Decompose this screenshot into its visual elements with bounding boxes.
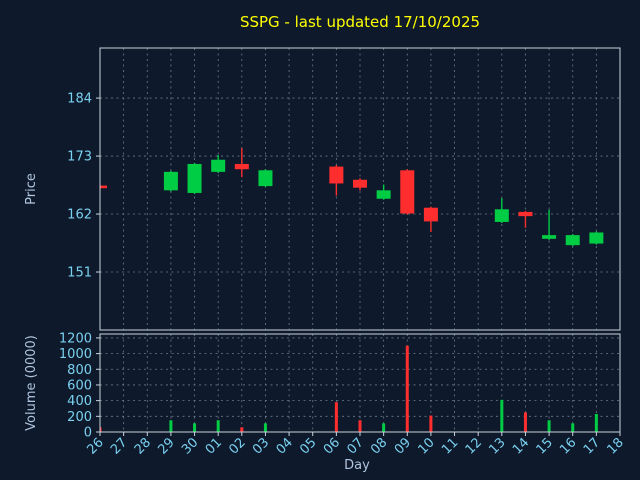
volume-bar: [523, 412, 527, 432]
volume-tick-label: 0: [84, 426, 92, 441]
x-tick-label: 09: [392, 435, 414, 457]
candle-body: [494, 209, 509, 222]
volume-bar: [169, 420, 173, 432]
volume-bar: [334, 402, 338, 432]
x-tick-label: 17: [581, 435, 603, 457]
x-tick-label: 29: [155, 435, 177, 457]
volume-tick-label: 800: [67, 363, 92, 378]
price-tick-label: 162: [67, 208, 92, 223]
x-tick-label: 07: [345, 435, 367, 457]
x-tick-label: 06: [321, 435, 343, 457]
volume-tick-label: 1200: [59, 331, 92, 346]
x-tick-label: 05: [297, 435, 319, 457]
volume-axis-label: Volume (0000): [24, 335, 39, 431]
x-tick-label: 10: [415, 435, 437, 457]
candle-body: [400, 170, 415, 214]
x-tick-label: 12: [463, 435, 485, 457]
volume-tick-label: 400: [67, 394, 92, 409]
volume-tick-label: 200: [67, 410, 92, 425]
volume-bar: [216, 420, 220, 432]
candle-body: [211, 159, 226, 172]
candle-body: [163, 171, 178, 191]
price-panel-border: [99, 47, 621, 331]
volume-bar: [405, 345, 409, 432]
x-tick-label: 02: [226, 435, 248, 457]
x-tick-label: 13: [486, 435, 508, 457]
candle-body: [565, 235, 580, 246]
x-tick-label: 01: [203, 435, 225, 457]
volume-tick-label: 1000: [59, 347, 92, 362]
x-tick-label: 11: [439, 435, 461, 457]
candle-body: [329, 166, 344, 184]
x-tick-label: 16: [557, 435, 579, 457]
candle-body: [187, 163, 202, 193]
volume-bar: [100, 427, 102, 432]
volume-bar: [263, 423, 267, 432]
x-tick-label: 08: [368, 435, 390, 457]
candle-body: [234, 163, 249, 170]
volume-tick-label: 600: [67, 378, 92, 393]
candle-body: [258, 170, 273, 187]
volume-bar: [358, 420, 362, 432]
price-tick-label: 151: [67, 266, 92, 281]
candle-series: [100, 148, 604, 247]
volume-bar: [193, 423, 197, 432]
x-tick-label: 03: [250, 435, 272, 457]
candle-body: [376, 190, 391, 199]
volume-bar: [547, 420, 551, 432]
x-tick-label: 04: [274, 435, 296, 457]
candle-body: [518, 211, 533, 217]
candle-body: [423, 207, 438, 222]
price-tick-label: 184: [67, 92, 92, 107]
volume-series: [100, 345, 598, 432]
candle-body: [589, 232, 604, 244]
x-tick-label: 15: [534, 435, 556, 457]
price-tick-label: 173: [67, 150, 92, 165]
chart-title: SSPG - last updated 17/10/2025: [240, 13, 480, 31]
candle-body: [100, 185, 107, 189]
volume-bar: [571, 423, 575, 432]
gridlines: [99, 48, 621, 433]
candle-body: [542, 235, 557, 239]
volume-bar: [382, 423, 386, 432]
volume-bar: [594, 413, 598, 432]
x-tick-label: 27: [108, 435, 130, 457]
candle-body: [353, 179, 367, 188]
x-axis-label: Day: [344, 458, 370, 473]
x-tick-label: 14: [510, 435, 532, 457]
x-tick-label: 30: [179, 435, 201, 457]
volume-bar: [240, 427, 244, 432]
volume-bar: [429, 415, 433, 432]
x-tick-label: 18: [605, 435, 627, 457]
price-axis-label: Price: [24, 173, 39, 205]
volume-bar: [500, 399, 504, 432]
x-tick-label: 28: [132, 435, 154, 457]
